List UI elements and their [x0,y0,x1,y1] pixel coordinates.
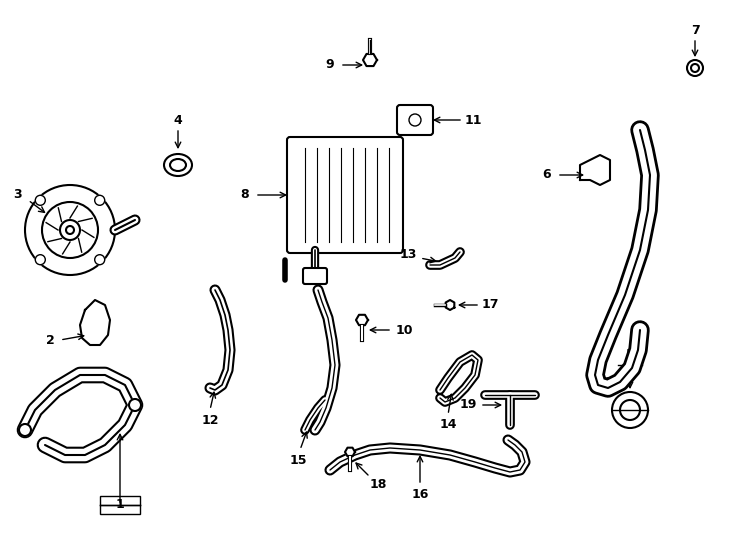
Circle shape [129,399,141,411]
Polygon shape [580,155,610,185]
Circle shape [66,226,74,234]
Circle shape [19,424,31,436]
Text: 6: 6 [542,168,551,181]
Circle shape [60,220,80,240]
Circle shape [95,255,105,265]
Ellipse shape [170,159,186,171]
Circle shape [691,64,699,72]
Text: 4: 4 [174,113,182,126]
Text: 11: 11 [464,113,482,126]
Polygon shape [80,300,110,345]
Text: 10: 10 [395,323,413,336]
FancyBboxPatch shape [287,137,403,253]
Bar [100,496,140,514]
Text: 12: 12 [201,414,219,427]
Text: 1: 1 [116,498,124,511]
Text: 13: 13 [399,248,417,261]
Circle shape [409,114,421,126]
Text: 16: 16 [411,489,429,502]
Circle shape [95,195,105,205]
Text: 7: 7 [691,24,700,37]
Circle shape [25,185,115,275]
Circle shape [612,392,648,428]
Text: 18: 18 [369,478,387,491]
Polygon shape [363,54,377,66]
Text: 19: 19 [459,399,476,411]
Text: 9: 9 [326,58,334,71]
FancyBboxPatch shape [303,268,327,284]
Text: 5: 5 [625,348,634,361]
Ellipse shape [164,154,192,176]
Circle shape [42,202,98,258]
Text: 2: 2 [46,334,54,347]
FancyBboxPatch shape [397,105,433,135]
Text: 14: 14 [439,418,457,431]
Polygon shape [446,300,454,310]
Text: 8: 8 [241,188,250,201]
Text: 3: 3 [14,188,22,201]
Circle shape [687,60,703,76]
Text: 15: 15 [289,454,307,467]
Polygon shape [345,448,355,456]
Circle shape [35,255,46,265]
Circle shape [620,400,640,420]
Polygon shape [356,315,368,325]
Circle shape [35,195,46,205]
Text: 17: 17 [482,299,498,312]
